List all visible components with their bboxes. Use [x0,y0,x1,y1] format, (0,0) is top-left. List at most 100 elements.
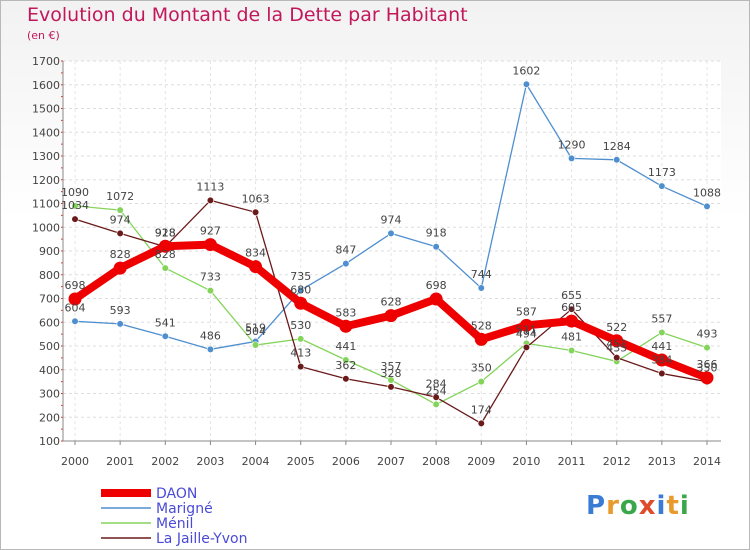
data-point [610,334,624,348]
data-point [387,383,395,391]
data-point [703,344,711,352]
data-point [203,238,217,252]
data-label: 328 [381,367,402,380]
data-label: 1290 [558,138,586,151]
data-label: 350 [471,362,492,375]
data-point [613,354,621,362]
data-point [71,317,79,325]
data-label: 174 [471,403,492,416]
data-label: 504 [245,325,266,338]
data-label: 350 [697,362,718,375]
data-label: 605 [561,301,582,314]
data-label: 1072 [106,190,134,203]
data-label: 680 [290,283,311,296]
logo-letter: P [586,491,607,521]
x-tick-label: 2003 [196,455,224,468]
y-tick-label: 1600 [32,79,60,92]
data-point [658,369,666,378]
data-label: 583 [335,306,356,319]
chart-title: Evolution du Montant de la Dette par Hab… [27,4,468,26]
data-label: 511 [516,323,537,336]
data-point [71,202,79,210]
data-point [658,182,666,190]
data-point [161,332,169,340]
y-tick-label: 400 [39,364,60,377]
data-label: 528 [471,319,492,332]
data-label: 698 [426,279,447,292]
data-point [297,286,305,294]
proxiti-logo: Proxiti [586,491,690,521]
data-point [567,154,576,162]
data-label: 284 [426,377,447,390]
data-point [206,196,215,205]
y-tick-label: 1300 [32,150,60,163]
data-point [477,284,485,292]
data-label: 834 [245,247,266,260]
data-point [658,328,666,337]
data-point [342,375,350,383]
x-tick-label: 2011 [558,455,586,468]
data-label: 435 [606,341,627,354]
data-point [519,318,533,332]
data-label: 655 [561,289,582,302]
data-point [339,319,353,333]
data-label: 519 [245,321,266,334]
y-tick-label: 600 [39,316,60,329]
data-label: 735 [290,270,311,283]
logo-letter: r [606,491,620,521]
x-tick-label: 2002 [151,455,179,468]
data-label: 1284 [603,140,631,153]
data-point [432,400,440,409]
data-label: 733 [200,271,221,284]
legend-label: Marigné [156,501,213,517]
data-point [342,356,350,364]
x-tick-label: 2014 [693,455,721,468]
data-label: 494 [516,327,537,340]
data-label: 357 [381,360,402,373]
data-label: 441 [651,340,672,353]
y-tick-label: 200 [39,411,60,424]
x-tick-label: 2008 [422,455,450,468]
data-label: 1088 [693,186,721,199]
data-point [251,208,260,216]
x-tick-label: 2012 [603,455,631,468]
data-label: 974 [110,213,131,226]
data-label: 828 [110,248,131,261]
data-label: 541 [155,316,176,329]
data-point [251,341,260,349]
data-label: 493 [697,328,718,341]
x-tick-label: 2001 [106,455,134,468]
legend-label: La Jaille-Yvon [156,531,248,547]
data-label: 604 [65,301,86,314]
data-point [655,353,669,367]
legend-label: Ménil [156,516,193,532]
y-tick-label: 300 [39,388,60,401]
data-point [68,292,82,306]
data-label: 1602 [512,64,540,77]
data-label: 384 [651,354,672,367]
x-tick-label: 2007 [377,455,405,468]
y-tick-label: 700 [39,293,60,306]
data-point [474,332,488,346]
y-tick-label: 1500 [32,103,60,116]
x-tick-label: 2005 [287,455,315,468]
data-point [700,371,714,385]
data-point [384,309,398,323]
data-label: 1173 [648,166,676,179]
data-label: 366 [697,358,718,371]
y-tick-label: 1200 [32,174,60,187]
legend-label: DAON [156,486,197,502]
data-point [432,243,440,251]
data-point [432,393,440,401]
data-label: 557 [651,312,672,325]
data-point [249,260,263,274]
data-point [206,287,215,295]
data-point [477,419,485,428]
logo-letter: o [619,491,639,521]
data-label: 918 [155,226,176,239]
data-point [161,264,169,272]
data-point [387,229,395,238]
x-tick-label: 2010 [512,455,540,468]
data-point [342,259,350,268]
